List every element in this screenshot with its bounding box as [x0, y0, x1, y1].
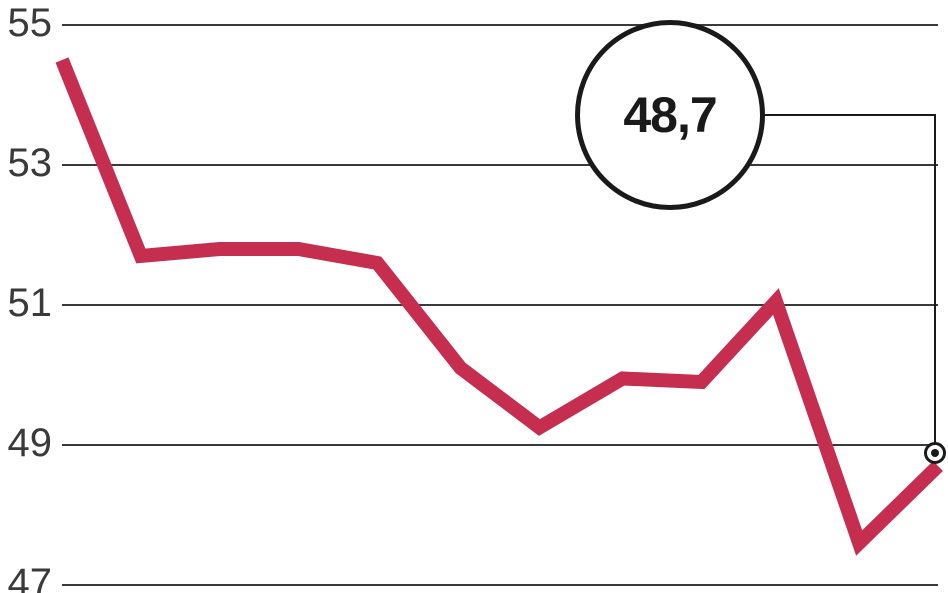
gridline	[62, 584, 938, 586]
callout-value: 48,7	[623, 86, 716, 144]
gridline	[62, 164, 938, 166]
y-axis-label: 53	[0, 141, 52, 186]
endpoint-marker-dot	[931, 449, 939, 457]
gridline	[62, 24, 938, 26]
gridline	[62, 304, 938, 306]
y-axis-label: 51	[0, 281, 52, 326]
y-axis-label: 47	[0, 561, 52, 593]
chart-svg	[0, 0, 948, 593]
gridline	[62, 444, 938, 446]
y-axis-label: 49	[0, 421, 52, 466]
callout-circle: 48,7	[575, 20, 765, 210]
line-chart: 55 53 51 49 47 48,7	[0, 0, 948, 593]
y-axis-label: 55	[0, 1, 52, 46]
data-line	[62, 60, 938, 543]
